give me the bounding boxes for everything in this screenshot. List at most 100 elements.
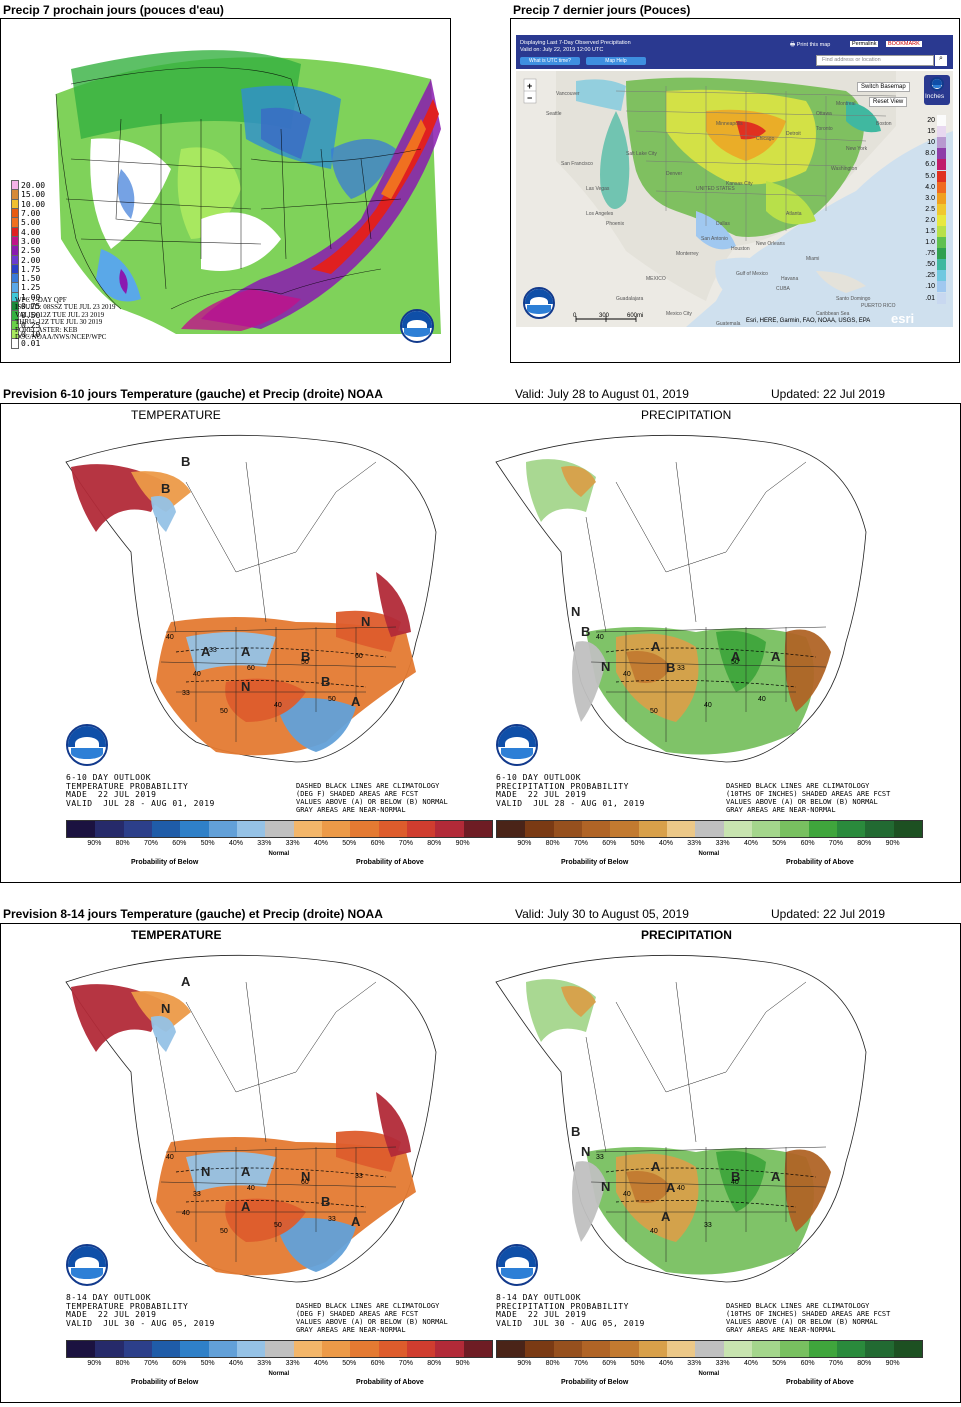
bar-cell: [497, 1341, 526, 1357]
contour-value: 33: [182, 690, 190, 697]
qpf-map: [41, 33, 441, 339]
bar-tick-label: 80%: [545, 1360, 560, 1367]
zoom-in-button[interactable]: +: [527, 81, 533, 91]
place-label: Santo Domingo: [836, 296, 871, 302]
climatology-contour: [605, 1167, 817, 1208]
legend-label: 4.00: [21, 227, 41, 237]
bar-cell: [350, 1341, 379, 1357]
section2-title: Prevision 6-10 jours Temperature (gauche…: [3, 387, 383, 401]
map-help-button[interactable]: Map Help: [586, 57, 646, 65]
bar-cell: [695, 821, 724, 837]
contour-value: 40: [623, 671, 631, 678]
observed-legend-row: 2.0: [921, 214, 946, 226]
probability-region: [561, 986, 596, 1017]
bar-cell: [695, 1341, 724, 1357]
precip-panel-label: PRECIPITATION: [641, 408, 732, 422]
bar-tick-label: 80%: [427, 840, 442, 847]
bar-cell: [610, 821, 639, 837]
bar-tick-label: 50%: [342, 1360, 357, 1367]
print-map-link[interactable]: 🖶 Print this map: [790, 42, 831, 48]
place-label: Guatemala: [716, 321, 741, 327]
bar-cell: [780, 1341, 809, 1357]
legend-label: 10: [927, 139, 935, 147]
probability-region: [561, 466, 596, 497]
zoom-out-button[interactable]: −: [527, 93, 533, 103]
noaa-logo: [523, 287, 555, 319]
contour-value: 40: [166, 634, 174, 641]
legend-swatch: [937, 270, 946, 282]
bar-cell: [836, 821, 866, 837]
probability-region: [186, 1152, 276, 1192]
category-letter: A: [241, 644, 251, 659]
bar-tick-label: 90%: [885, 840, 900, 847]
legend-swatch: [937, 192, 946, 204]
bar-cell: [893, 1341, 922, 1357]
temp-probability-bar: [66, 820, 493, 838]
probability-region: [336, 1130, 401, 1172]
observed-legend-row: 20: [921, 115, 946, 127]
legend-label: 20: [927, 117, 935, 125]
category-letter: B: [666, 660, 676, 675]
observed-legend-row: 2.5: [921, 203, 946, 215]
bar-cell: [406, 821, 436, 837]
contour-value: 60: [247, 665, 255, 672]
place-label: Washington: [831, 166, 858, 172]
bar-tick-label: 70%: [828, 1360, 843, 1367]
place-label: UNITED STATES: [696, 186, 735, 192]
bar-cell: [836, 1341, 866, 1357]
bar-cell: [723, 1341, 752, 1357]
bar-cell: [638, 821, 667, 837]
legend-label: 3.00: [21, 236, 41, 246]
bar-cell: [581, 821, 611, 837]
bar-tick-label: 33%: [687, 840, 702, 847]
bar-cell: [497, 821, 526, 837]
observed-legend-row: 1.5: [921, 225, 946, 237]
bar-cell: [321, 821, 351, 837]
bar-tick-label: 80%: [427, 1360, 442, 1367]
section3-valid: Valid: July 30 to August 05, 2019: [515, 907, 689, 921]
contour-value: 50: [220, 708, 228, 715]
search-icon[interactable]: ⌕: [935, 55, 947, 66]
legend-label: 1.5: [925, 227, 935, 235]
panel2-title: Precip 7 dernier jours (Pouces): [513, 3, 691, 17]
category-letter: N: [241, 679, 251, 694]
section3-title: Prevision 8-14 jours Temperature (gauche…: [3, 907, 383, 921]
qpf-legend: 20.00 15.00 10.00 7.00 5.00 4.00 3.00 2.50 2.00 1…: [11, 180, 45, 350]
switch-basemap-button[interactable]: Switch Basemap: [857, 82, 910, 92]
qpf-legend-row: 0.01: [11, 338, 45, 350]
legend-label: 1.0: [925, 239, 935, 247]
bar-tick-labels: 90% 80% 70% 60% 50% 40% 33% 33% 40% 50% 60% 70% 80% 9…: [510, 1360, 907, 1367]
bar-cell: [208, 1341, 237, 1357]
bar-cell: [321, 1341, 351, 1357]
place-label: Mexico City: [666, 311, 692, 317]
probability-region: [151, 496, 176, 532]
utc-button[interactable]: What is UTC time?: [520, 57, 580, 65]
contour-value: 40: [596, 634, 604, 641]
bar-tick-label: 33%: [285, 840, 300, 847]
bar-tick-label: 70%: [573, 840, 588, 847]
place-label: Caribbean Sea: [816, 311, 850, 317]
below-caption: Probability of Below: [561, 1379, 629, 1386]
category-letter: A: [771, 649, 781, 664]
category-letter: B: [181, 454, 191, 469]
bar-cell: [435, 821, 464, 837]
permalink-button[interactable]: Permalink: [850, 41, 879, 47]
category-letter: B: [571, 1124, 581, 1139]
bar-cell: [151, 821, 181, 837]
bar-tick-label: 50%: [772, 1360, 787, 1367]
header-valid: Valid on: July 22, 2019 12:00 UTC: [520, 47, 604, 53]
bar-cell: [666, 821, 696, 837]
place-label: Chicago: [756, 136, 775, 142]
bookmark-button[interactable]: BOOKMARK: [886, 41, 922, 47]
search-input[interactable]: Find address or location: [816, 55, 934, 66]
place-label: Guadalajara: [616, 296, 644, 302]
bar-tick-label: 90%: [455, 840, 470, 847]
above-caption: Probability of Above: [356, 1379, 424, 1386]
probability-region: [131, 471, 191, 512]
legend-swatch: [937, 159, 946, 171]
contour-value: 40: [677, 1185, 685, 1192]
bar-cell: [406, 1341, 436, 1357]
bar-tick-label: 40%: [658, 840, 673, 847]
reset-view-button[interactable]: Reset View: [869, 97, 908, 107]
bar-cell: [265, 1341, 294, 1357]
